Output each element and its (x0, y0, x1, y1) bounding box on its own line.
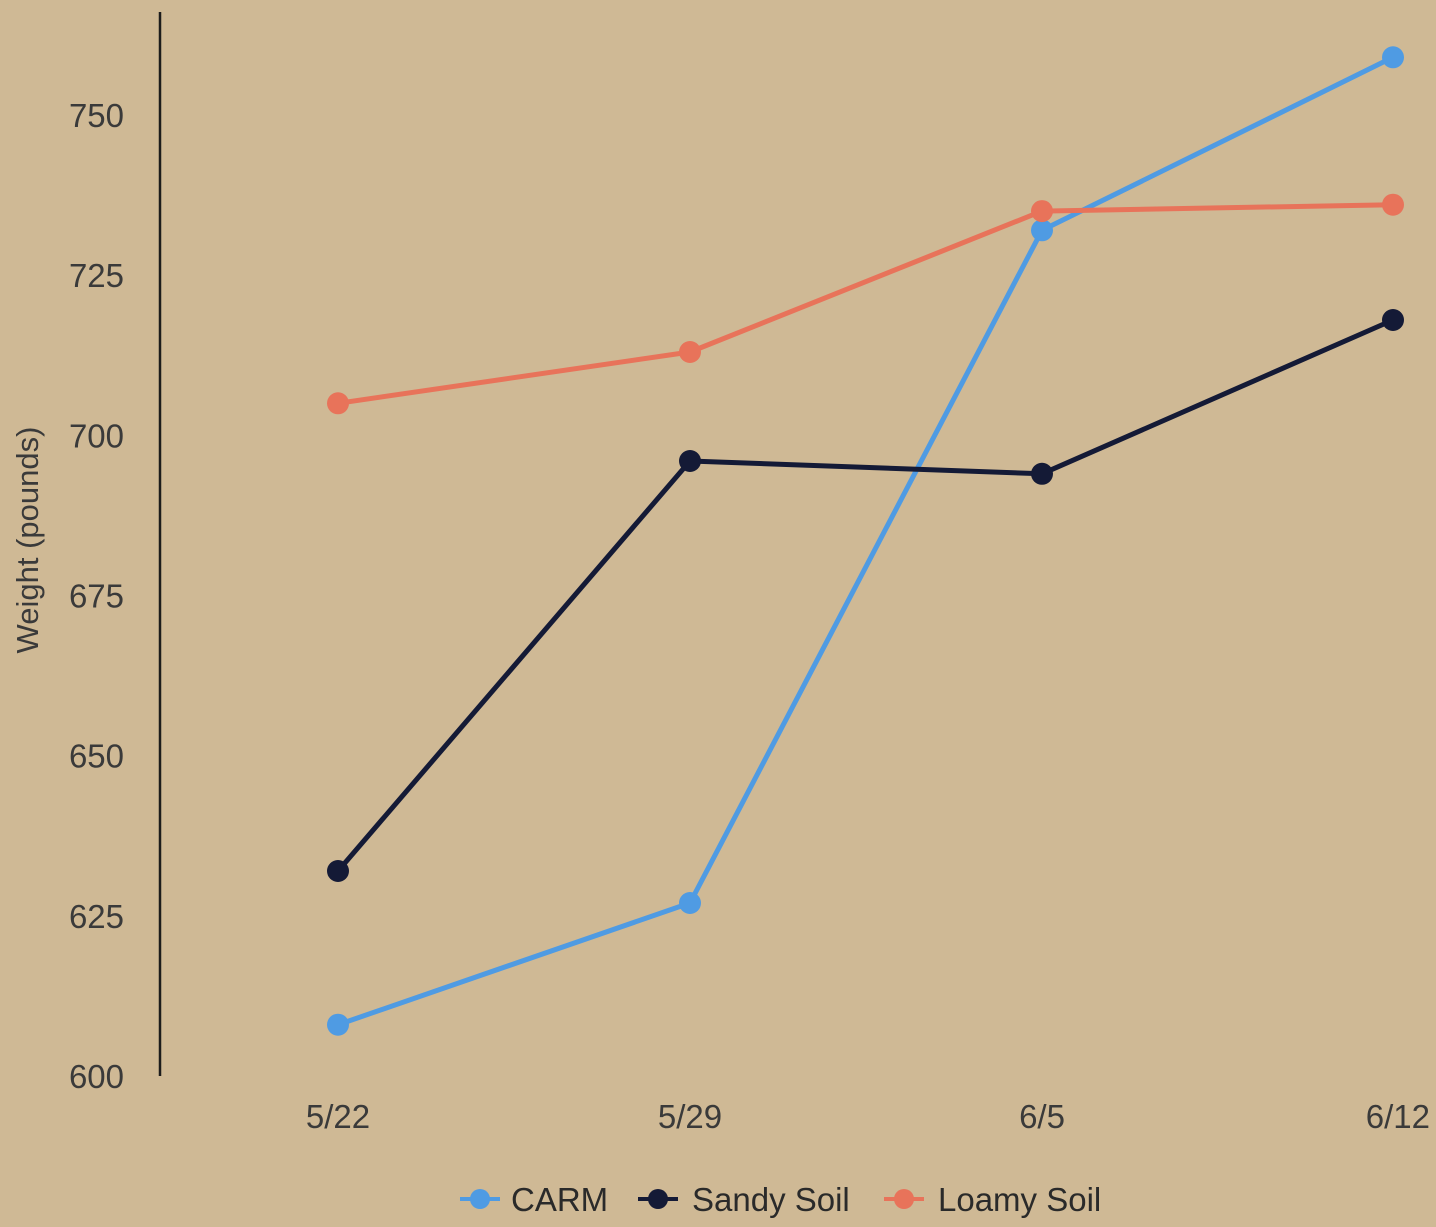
data-point-loamy-soil (327, 392, 349, 415)
series-line-sandy-soil (335, 317, 1396, 874)
y-axis: 600 625 650 675 700 725 750 (69, 12, 162, 1095)
legend-label: CARM (511, 1181, 608, 1218)
y-axis-title: Weight (pounds) (10, 427, 45, 654)
x-axis: 5/22 5/29 6/5 6/12 (306, 1098, 1430, 1135)
legend-item-carm: CARM (460, 1181, 608, 1218)
y-tick-label: 600 (69, 1058, 124, 1095)
data-point-loamy-soil (679, 341, 701, 363)
data-point-carm (1382, 46, 1404, 69)
series-line-carm (335, 54, 1396, 1028)
series-sandy-soil (327, 309, 1404, 882)
series-line-loamy-soil (335, 202, 1396, 406)
legend-label: Sandy Soil (692, 1181, 850, 1218)
data-point-carm (327, 1013, 349, 1036)
series-loamy-soil (327, 193, 1404, 415)
data-point-sandy-soil (1031, 462, 1053, 485)
data-point-sandy-soil (679, 450, 701, 472)
series-carm (327, 46, 1404, 1036)
data-point-sandy-soil (1382, 309, 1404, 331)
legend-swatch-marker (648, 1189, 668, 1209)
legend-label: Loamy Soil (938, 1181, 1101, 1218)
legend-swatch-marker (894, 1189, 914, 1209)
legend: CARM Sandy Soil Loamy Soil (460, 1181, 1101, 1218)
data-point-carm (1031, 219, 1053, 242)
y-tick-label: 700 (69, 417, 124, 454)
legend-item-sandy-soil: Sandy Soil (638, 1181, 850, 1218)
y-tick-label: 650 (69, 738, 124, 775)
y-tick-label: 675 (69, 578, 124, 615)
y-tick-label: 625 (69, 898, 124, 935)
data-point-carm (679, 892, 701, 914)
x-tick-label: 5/29 (658, 1098, 722, 1135)
x-tick-label: 6/12 (1366, 1098, 1430, 1135)
data-point-loamy-soil (1382, 193, 1404, 216)
data-point-sandy-soil (327, 860, 349, 882)
legend-item-loamy-soil: Loamy Soil (884, 1181, 1101, 1218)
legend-swatch-marker (470, 1189, 490, 1209)
data-point-loamy-soil (1031, 200, 1053, 223)
x-tick-label: 6/5 (1019, 1098, 1065, 1135)
y-tick-label: 750 (69, 97, 124, 134)
series-layer (327, 46, 1404, 1036)
x-tick-label: 5/22 (306, 1098, 370, 1135)
y-tick-label: 725 (69, 257, 124, 294)
